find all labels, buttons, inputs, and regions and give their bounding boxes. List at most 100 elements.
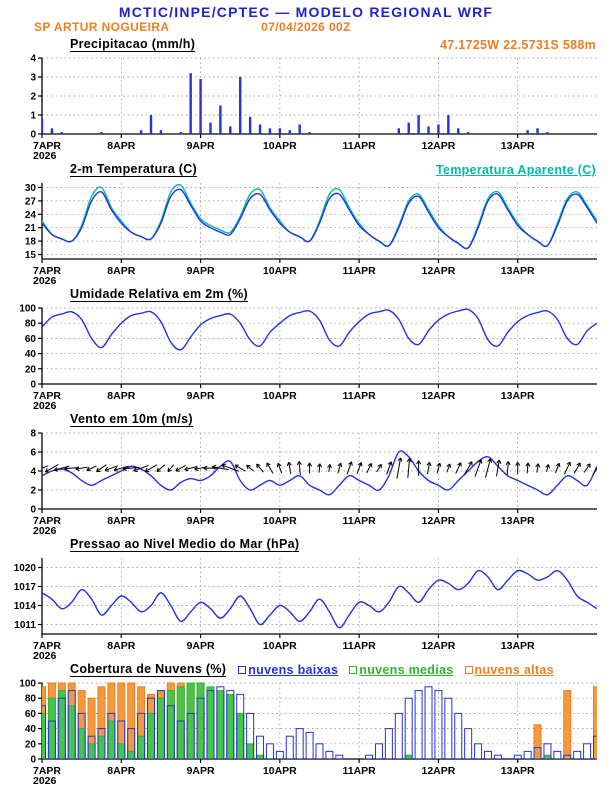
x-tick-label: 9APR: [187, 765, 215, 777]
x-tick-label: 7APR: [33, 765, 61, 777]
panel-title-cloud-cover: Cobertura de Nuvens (%): [70, 661, 227, 677]
cloud-bar: [226, 693, 235, 759]
cloud-bar: [97, 735, 106, 759]
plot-content: [42, 308, 597, 351]
y-tick-label: 18: [25, 237, 37, 248]
wind-arrow: [104, 465, 118, 472]
cloud-bar: [573, 750, 582, 759]
x-tick-label: 11APR: [343, 515, 377, 527]
wind-arrow: [156, 464, 166, 473]
cloud-bar: [513, 754, 522, 759]
x-tick-label: 9APR: [187, 265, 215, 277]
run-datetime: 07/04/2026 00Z: [261, 20, 351, 34]
precip-bar: [60, 132, 64, 134]
x-tick-label: 7APR: [33, 140, 61, 152]
wind-arrow: [446, 463, 452, 473]
cloud-bar: [325, 750, 334, 759]
x-tick-label: 12APR: [421, 265, 455, 277]
cloud-bar: [206, 690, 215, 759]
wind-arrow: [203, 465, 218, 471]
panel-title-temperature: 2-m Temperatura (C): [70, 161, 198, 177]
x-tick-label: 7APR: [33, 640, 61, 652]
cloud-bar: [523, 750, 532, 759]
cloud-bar: [543, 754, 552, 759]
cloud-bar: [305, 731, 314, 759]
wind-arrow: [346, 461, 353, 475]
precip-bar: [239, 77, 242, 134]
series-line: [42, 569, 597, 629]
cloud-bar: [236, 693, 245, 759]
humidity-title-row: Umidade Relativa em 2m (%): [0, 287, 612, 303]
precip-bar: [199, 78, 202, 134]
legend-item-low-clouds: nuvens baixas: [238, 663, 338, 677]
precipitation-panel: Precipitacao (mm/h) 47.1725W 22.5731S 58…: [0, 37, 612, 161]
page-title: MCTIC/INPE/CPTEC — MODELO REGIONAL WRF: [118, 4, 494, 20]
cloud-bar: [563, 754, 572, 759]
precip-bar: [42, 118, 44, 134]
cloud-cover-panel: Cobertura de Nuvens (%) nuvens baixas nu…: [0, 662, 612, 786]
cloud-cover-title-row: Cobertura de Nuvens (%) nuvens baixas nu…: [0, 662, 612, 678]
x-tick-label: 13APR: [501, 765, 535, 777]
precip-bar: [437, 124, 440, 134]
wind-arrow: [515, 461, 521, 475]
cloud-bar: [483, 750, 492, 759]
precip-bar: [457, 128, 460, 134]
cloud-bar: [87, 697, 96, 759]
cloud-bar: [57, 697, 66, 759]
precip-bar: [149, 115, 153, 134]
x-tick-label: 8APR: [107, 765, 135, 777]
x-year-label: 2026: [33, 400, 57, 411]
y-tick-label: 4: [30, 467, 36, 478]
wind-arrow: [167, 464, 175, 473]
cloud-bar: [315, 743, 324, 759]
x-year-label: 2026: [33, 275, 57, 286]
cloud-bar: [47, 697, 56, 759]
cloud-bar: [117, 720, 126, 759]
x-year-label: 2026: [33, 775, 57, 786]
y-tick-label: 4: [30, 54, 36, 65]
cloud-bar: [335, 754, 344, 759]
wind-arrow: [86, 465, 97, 472]
cloud-bar: [107, 720, 116, 759]
x-tick-label: 11APR: [343, 765, 377, 777]
cloud-bar: [186, 682, 195, 759]
panel-title-pressure: Pressao ao Nivel Medio do Mar (hPa): [70, 536, 300, 552]
wind-arrow: [396, 457, 403, 479]
y-tick-label: 80: [25, 694, 37, 705]
cloud-bar: [176, 720, 185, 759]
x-tick-label: 10APR: [263, 765, 297, 777]
cloud-bar: [87, 743, 96, 759]
pressure-title-row: Pressao ao Nivel Medio do Mar (hPa): [0, 537, 612, 553]
cloud-bar: [404, 697, 413, 759]
wind-arrow: [266, 462, 274, 474]
y-tick-label: 100: [19, 304, 36, 315]
apparent-temperature-label: Temperatura Aparente (C): [435, 163, 596, 177]
x-tick-label: 12APR: [421, 765, 455, 777]
y-tick-label: 30: [25, 183, 37, 194]
station-coordinates: 47.1725W 22.5731S 588m: [439, 38, 596, 52]
header-subline: SP ARTUR NOGUEIRA 07/04/2026 00Z: [0, 20, 612, 36]
y-tick-label: 0: [30, 505, 36, 516]
wind-arrow: [317, 463, 323, 473]
wind-arrow: [592, 467, 597, 476]
x-tick-label: 8APR: [107, 390, 135, 402]
precip-bar: [100, 132, 103, 134]
precip-bar: [50, 128, 54, 134]
cloud-bar: [42, 705, 46, 759]
plot-content: [42, 183, 597, 250]
cloud-bar: [533, 747, 542, 759]
header: MCTIC/INPE/CPTEC — MODELO REGIONAL WRF S…: [0, 0, 612, 36]
y-tick-label: 60: [25, 709, 37, 720]
wind-arrow: [386, 461, 393, 475]
cloud-bar: [474, 743, 483, 759]
x-tick-label: 8APR: [107, 140, 135, 152]
y-tick-label: 40: [25, 349, 37, 360]
precip-bar: [209, 122, 212, 134]
legend-item-mid-clouds: nuvens medias: [349, 663, 453, 677]
wind-arrow: [221, 463, 239, 472]
cloud-bar: [176, 686, 185, 759]
cloud-bar: [42, 712, 46, 759]
wind-arrow: [133, 465, 149, 473]
wind-arrow: [484, 458, 493, 478]
cloud-bar: [156, 697, 165, 759]
